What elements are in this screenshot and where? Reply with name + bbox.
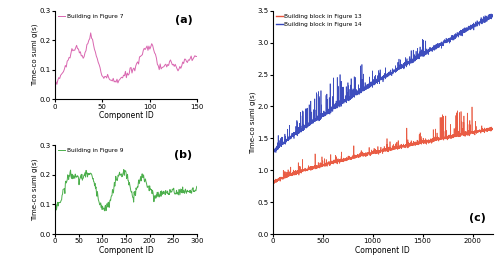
X-axis label: Component ID: Component ID (98, 111, 154, 120)
X-axis label: Component ID: Component ID (98, 246, 154, 254)
Text: (b): (b) (174, 150, 192, 160)
Y-axis label: Time-co sumi g(s): Time-co sumi g(s) (32, 158, 38, 221)
Y-axis label: Time-co sumi g(s): Time-co sumi g(s) (250, 91, 256, 154)
Legend: Building in Figure 7: Building in Figure 7 (57, 13, 124, 20)
Legend: Building block in Figure 13, Building block in Figure 14: Building block in Figure 13, Building bl… (274, 13, 363, 28)
Legend: Building in Figure 9: Building in Figure 9 (57, 147, 124, 155)
X-axis label: Component ID: Component ID (355, 246, 410, 254)
Text: (c): (c) (469, 213, 486, 223)
Text: (a): (a) (175, 15, 192, 25)
Y-axis label: Time-co sumi g(s): Time-co sumi g(s) (32, 24, 38, 86)
